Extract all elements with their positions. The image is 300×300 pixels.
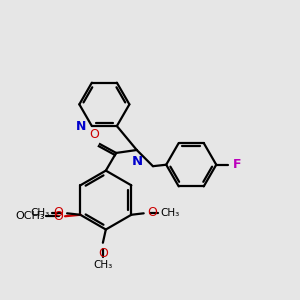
Text: O: O (98, 247, 108, 260)
Text: N: N (132, 155, 143, 168)
Text: CH₃: CH₃ (93, 260, 112, 270)
Text: OCH₃: OCH₃ (15, 211, 44, 221)
Text: CH₃: CH₃ (161, 208, 180, 218)
Text: O: O (53, 206, 63, 219)
Text: O: O (53, 210, 63, 223)
Text: CH₃: CH₃ (31, 208, 50, 218)
Text: F: F (232, 158, 241, 171)
Text: O: O (148, 206, 158, 219)
Text: N: N (76, 119, 86, 133)
Text: O: O (90, 128, 100, 141)
